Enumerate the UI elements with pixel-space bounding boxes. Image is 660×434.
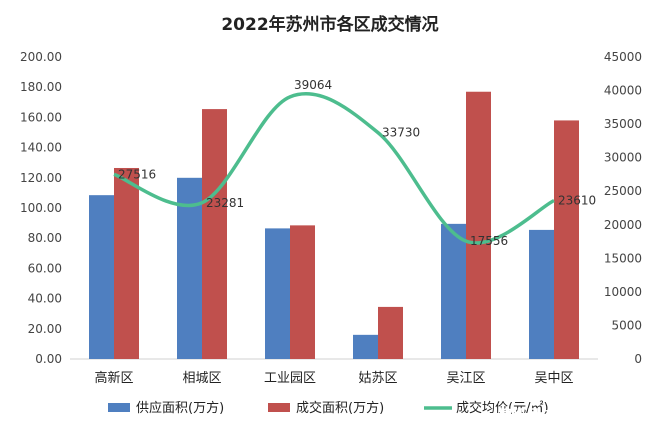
category-label: 高新区 — [94, 370, 133, 386]
left-tick-label: 60.00 — [28, 261, 62, 275]
bar-deal — [554, 120, 579, 359]
left-tick-label: 140.00 — [20, 141, 62, 155]
legend-swatch — [108, 403, 130, 412]
category-label: 吴江区 — [446, 371, 485, 386]
bar-deal — [114, 167, 139, 359]
line-data-label: 23281 — [206, 196, 244, 210]
line-data-label: 23610 — [558, 194, 596, 208]
left-tick-label: 100.00 — [20, 201, 62, 215]
bar-series-group — [89, 91, 579, 359]
line-series-group: 27516 23281 39064 33730 17556 23610 — [113, 78, 596, 248]
category-label: 相城区 — [182, 371, 221, 386]
category-label: 吴中区 — [534, 371, 573, 386]
right-tick-label: 35000 — [604, 117, 642, 131]
bar-deal — [202, 109, 227, 359]
legend: 供应面积(万方) 成交面积(万方) 成交均价(元/㎡) — [108, 400, 549, 416]
category-label: 工业园区 — [264, 371, 316, 386]
left-tick-label: 20.00 — [28, 322, 62, 336]
legend-label: 供应面积(万方) — [136, 400, 224, 416]
bar-supply — [441, 223, 466, 359]
left-tick-label: 200.00 — [20, 50, 62, 64]
bar-deal — [290, 225, 315, 359]
legend-label: 成交面积(万方) — [296, 400, 384, 416]
bar-supply — [353, 334, 378, 359]
right-tick-label: 15000 — [604, 251, 642, 265]
right-tick-label: 0 — [634, 352, 642, 366]
left-tick-label: 0.00 — [35, 352, 62, 366]
line-data-label: 17556 — [470, 234, 508, 248]
left-axis: 0.00 20.00 40.00 60.00 80.00 100.00 120.00 140.… — [20, 50, 598, 366]
line-data-label: 27516 — [118, 167, 156, 181]
line-data-label: 33730 — [382, 126, 420, 140]
left-tick-label: 40.00 — [28, 292, 62, 306]
bar-supply — [177, 177, 202, 359]
chart-title: 2022年苏州市各区成交情况 — [221, 14, 438, 35]
left-tick-label: 80.00 — [28, 231, 62, 245]
price-line — [113, 91, 555, 245]
bar-supply — [89, 195, 114, 359]
right-axis: 0 5000 10000 15000 20000 25000 30000 35000 40000… — [604, 50, 642, 366]
bar-supply — [529, 229, 554, 359]
right-tick-label: 30000 — [604, 151, 642, 165]
left-tick-label: 120.00 — [20, 171, 62, 185]
legend-swatch — [268, 403, 290, 412]
bar-deal — [378, 306, 403, 359]
right-tick-label: 40000 — [604, 84, 642, 98]
line-data-label: 39064 — [294, 78, 332, 92]
category-label: 姑苏区 — [358, 370, 397, 386]
right-tick-label: 45000 — [604, 50, 642, 64]
right-tick-label: 25000 — [604, 184, 642, 198]
right-tick-label: 5000 — [611, 318, 642, 332]
right-tick-label: 20000 — [604, 218, 642, 232]
legend-label: 成交均价(元/㎡) — [456, 400, 549, 416]
bar-supply — [265, 228, 290, 359]
category-labels: 高新区 相城区 工业园区 姑苏区 吴江区 吴中区 — [94, 370, 573, 386]
right-tick-label: 10000 — [604, 285, 642, 299]
left-tick-label: 160.00 — [20, 110, 62, 124]
left-tick-label: 180.00 — [20, 80, 62, 94]
bar-deal — [466, 91, 491, 359]
watermark-text: 搜狐号@搜狐焦点抚州站 — [498, 407, 652, 424]
